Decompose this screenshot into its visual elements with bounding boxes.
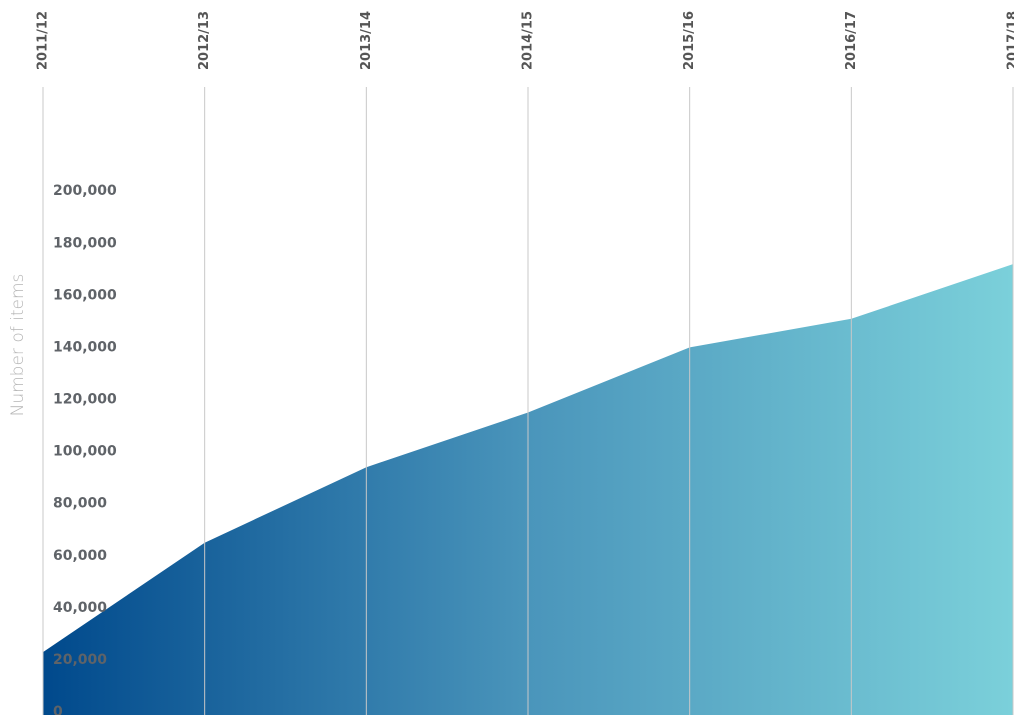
y-tick-label: 40,000 (53, 600, 107, 616)
x-tick-label: 2014/15 (521, 11, 536, 70)
y-axis-title: Number of items (8, 274, 28, 417)
y-tick-label: 80,000 (53, 496, 107, 512)
x-tick-label: 2016/17 (844, 11, 859, 70)
y-tick-label: 100,000 (53, 444, 117, 460)
y-tick-label: 180,000 (53, 235, 117, 251)
y-tick-label: 200,000 (53, 183, 117, 199)
x-tick-label: 2013/14 (359, 11, 374, 70)
y-tick-label: 140,000 (53, 339, 117, 355)
y-tick-label: 0 (53, 704, 63, 715)
y-tick-label: 120,000 (53, 392, 117, 408)
x-tick-label: 2017/18 (1006, 11, 1014, 70)
x-tick-label: 2015/16 (682, 11, 697, 70)
y-tick-label: 20,000 (53, 652, 107, 668)
y-tick-label: 160,000 (53, 287, 117, 303)
x-tick-label: 2011/12 (36, 11, 51, 70)
x-tick-label: 2012/13 (197, 11, 212, 70)
y-tick-label: 60,000 (53, 548, 107, 564)
